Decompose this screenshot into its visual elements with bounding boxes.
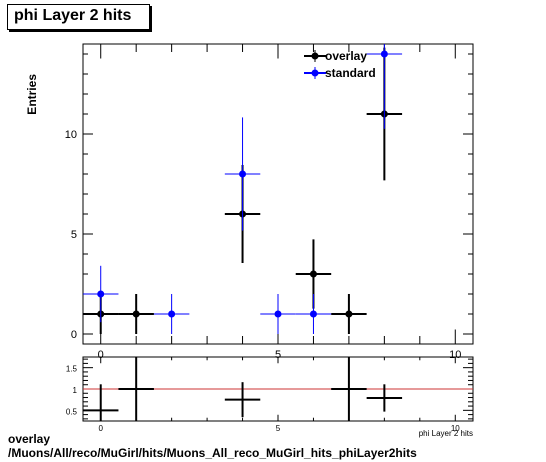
panel0-series0-point xyxy=(132,310,140,318)
panel0-series1-point xyxy=(309,310,317,318)
title-box: phi Layer 2 hits xyxy=(7,4,150,30)
panel0-x-tick-label: 0 xyxy=(98,349,104,361)
footer: overlay /Muons/All/reco/MuGirl/hits/Muon… xyxy=(8,432,417,460)
panel0-x-tick-label: 5 xyxy=(275,349,281,361)
panel0-series1-point xyxy=(274,310,282,318)
panel0-series1-point xyxy=(97,290,105,298)
legend-label-1: standard xyxy=(325,66,376,80)
panel1-y-tick-label: 1 xyxy=(73,386,78,395)
panel0-series0-point xyxy=(345,310,353,318)
panel0-y-tick-label: 10 xyxy=(65,129,77,141)
legend-marker-1 xyxy=(311,69,319,77)
panel0-x-tick-label: 10 xyxy=(449,349,461,361)
panel1-y-tick-label: 0.5 xyxy=(66,407,78,416)
panel0-y-tick-label: 0 xyxy=(71,329,77,341)
chart-title: phi Layer 2 hits xyxy=(14,7,132,24)
panel0-series1-point xyxy=(168,310,176,318)
panel1-x-tick-label: 5 xyxy=(276,424,281,433)
legend-label-0: overlay xyxy=(325,49,367,63)
panel0-series1-point xyxy=(380,50,388,58)
panel0-y-tick-label: 5 xyxy=(71,229,77,241)
panel0-y-axis-label: Entries xyxy=(25,74,39,115)
panel0-series0-point xyxy=(309,270,317,278)
footer-line-1: overlay xyxy=(8,432,51,446)
panel1-x-tick-label: 10 xyxy=(451,424,460,433)
panel1-x-axis-label: phi Layer 2 hits xyxy=(419,429,473,438)
panel0-series1-point xyxy=(239,170,247,178)
footer-line-2: /Muons/All/reco/MuGirl/hits/Muons_All_re… xyxy=(8,446,417,460)
panel1-x-tick-label: 0 xyxy=(99,424,104,433)
legend-marker-0 xyxy=(311,52,319,60)
panel1-y-tick-label: 1.5 xyxy=(66,365,78,374)
